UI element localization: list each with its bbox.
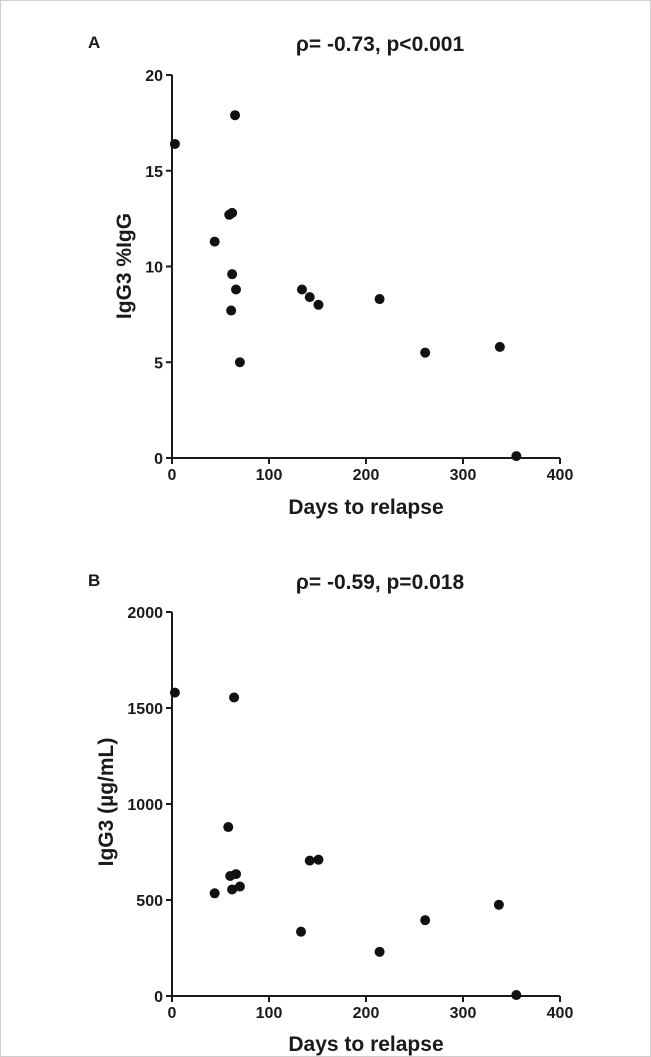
panel-a: A ρ= -0.73, p<0.001 IgG3 %IgG Days to re… [88,33,573,519]
panel-b-data-point [169,687,180,698]
panel-a-ylabel: IgG3 %IgG [113,213,136,319]
panel-b-ytick-label: 1500 [127,701,163,718]
panel-a-data-point [511,451,522,462]
panel-b-data-point [493,899,504,910]
panel-b-data-point [227,884,238,895]
panel-b-xtick-label: 100 [256,1005,283,1022]
panel-a-data-point [234,357,245,368]
panel-a-data-point [209,236,220,247]
panel-a-data-point [231,284,242,295]
panel-a-ytick-label: 5 [154,355,163,372]
panel-a-xtick-label: 100 [256,467,283,484]
panel-b-data-point [231,869,242,880]
panel-a-title: ρ= -0.73, p<0.001 [296,33,465,56]
panel-b-data-point [420,915,431,926]
panel-b-ticks: 0 100 200 300 400 0 500 1000 1500 2000 [127,605,573,1022]
panel-b-data-point [223,822,234,833]
panel-b-data-point [296,926,307,937]
panel-a-data-point [227,269,238,280]
panel-a-data-point [296,284,307,295]
panel-a-ytick-label: 20 [145,68,163,85]
panel-b-xtick-label: 0 [168,1005,177,1022]
panel-b-data-point [234,881,245,892]
panel-b-title: ρ= -0.59, p=0.018 [296,571,465,594]
panel-a-ytick-label: 10 [145,260,163,277]
panel-a-letter: A [88,33,100,52]
panel-b-data-point [313,854,324,865]
panel-b-data-point [209,888,220,899]
panel-b-data-point [304,855,315,866]
panel-b-data-point [229,692,240,703]
panel-b-axes [171,612,560,997]
panel-b-ytick-label: 1000 [127,797,163,814]
panel-a-xtick-label: 300 [450,467,477,484]
panel-a-data-point [374,294,385,305]
panel-b-xtick-label: 300 [450,1005,477,1022]
panel-a-data-point [494,341,505,352]
panel-a-axes [171,75,560,459]
panel-a-data-point [313,299,324,310]
panel-a-xtick-label: 0 [168,467,177,484]
panel-a-data-point [227,207,238,218]
panel-a-data-point [420,347,431,358]
panel-a-data-point [230,110,241,121]
panel-b-data-point [374,946,385,957]
panel-a-data-point [226,305,237,316]
panel-a-data-point [304,292,315,303]
panel-b-ytick-label: 2000 [127,605,163,622]
panel-b: B ρ= -0.59, p=0.018 IgG3 (µg/mL) Days to… [88,571,573,1056]
panel-b-letter: B [88,571,100,590]
panel-b-xtick-label: 400 [547,1005,574,1022]
panel-a-xtick-label: 400 [547,467,574,484]
panel-b-ylabel: IgG3 (µg/mL) [95,738,118,867]
panel-b-xtick-label: 200 [353,1005,380,1022]
panel-b-xlabel: Days to relapse [288,1033,443,1056]
panel-a-xtick-label: 200 [353,467,380,484]
panel-a-ticks: 0 100 200 300 400 0 5 10 15 20 [145,68,573,484]
panel-a-ytick-label: 0 [154,451,163,468]
panel-b-data-point [511,990,522,1001]
panel-a-points [169,110,522,462]
panel-b-ytick-label: 500 [136,893,163,910]
panel-b-ytick-label: 0 [154,989,163,1006]
panel-a-xlabel: Days to relapse [288,496,443,519]
panel-a-data-point [169,138,180,149]
panel-a-ytick-label: 15 [145,164,163,181]
panel-b-points [169,687,522,1001]
